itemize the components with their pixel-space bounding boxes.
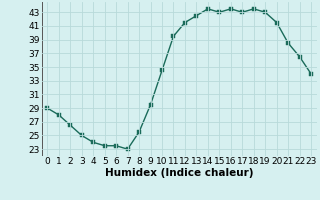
X-axis label: Humidex (Indice chaleur): Humidex (Indice chaleur) (105, 168, 253, 178)
